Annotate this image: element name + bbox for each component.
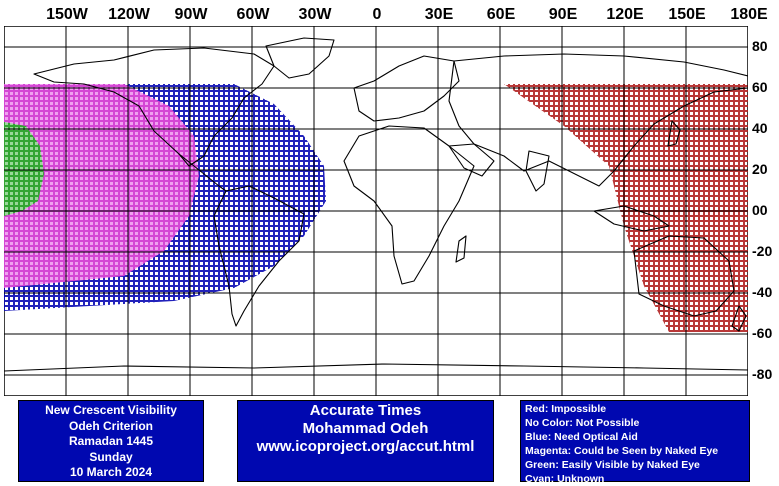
info-line: Sunday bbox=[89, 449, 133, 464]
lon-label: 30W bbox=[298, 6, 332, 23]
legend-line: Red: Impossible bbox=[525, 403, 607, 415]
credit-panel: Accurate Times Mohammad Odeh www.icoproj… bbox=[237, 400, 494, 482]
info-panel: New Crescent Visibility Odeh Criterion R… bbox=[18, 400, 204, 482]
zone-red bbox=[504, 84, 748, 332]
info-line: New Crescent Visibility bbox=[45, 403, 177, 417]
lon-label: 60E bbox=[486, 6, 516, 23]
world-map bbox=[4, 26, 748, 396]
indonesia bbox=[593, 205, 670, 232]
lon-label: 120W bbox=[108, 6, 150, 23]
graticule bbox=[4, 26, 748, 396]
lat-label: -40 bbox=[752, 284, 773, 300]
north-america bbox=[33, 47, 275, 167]
legend-line: Green: Easily Visible by Naked Eye bbox=[525, 459, 700, 471]
antarctica bbox=[4, 363, 748, 372]
credit-line: Accurate Times bbox=[309, 402, 422, 419]
zone-magenta bbox=[4, 84, 199, 288]
lat-label: -60 bbox=[752, 325, 773, 341]
greenland bbox=[265, 37, 335, 79]
lat-label: -80 bbox=[752, 366, 773, 382]
lat-label: 20 bbox=[752, 161, 768, 177]
south-america bbox=[213, 185, 305, 327]
lon-label: 90E bbox=[548, 6, 578, 23]
legend-line: Magenta: Could be Seen by Naked Eye bbox=[525, 445, 719, 457]
lon-label: 30E bbox=[424, 6, 454, 23]
legend-panel: Red: Impossible No Color: Not Possible B… bbox=[520, 400, 750, 485]
madagascar bbox=[455, 235, 467, 263]
info-line: Odeh Criterion bbox=[68, 418, 153, 433]
legend-line: No Color: Not Possible bbox=[525, 417, 640, 429]
lat-label: 80 bbox=[752, 38, 768, 54]
arabia bbox=[448, 143, 495, 177]
india bbox=[525, 150, 550, 192]
europe bbox=[353, 55, 460, 122]
australia bbox=[633, 235, 735, 317]
lon-label: 90W bbox=[174, 6, 208, 23]
credit-line: Mohammad Odeh bbox=[302, 420, 429, 437]
zone-green bbox=[4, 122, 44, 216]
lon-label: 150W bbox=[46, 6, 88, 23]
new-zealand bbox=[731, 305, 747, 332]
lon-label: 60W bbox=[236, 6, 270, 23]
lat-label: 40 bbox=[752, 120, 768, 136]
japan bbox=[667, 120, 681, 147]
legend-line: Cyan: Unknown bbox=[525, 473, 605, 485]
legend-line: Blue: Need Optical Aid bbox=[525, 431, 638, 443]
coastlines bbox=[4, 37, 748, 372]
asia bbox=[448, 53, 748, 187]
info-line: 10 March 2024 bbox=[69, 465, 153, 479]
lon-label: 150E bbox=[668, 6, 706, 23]
africa bbox=[343, 125, 475, 285]
lon-label: 0 bbox=[372, 6, 382, 23]
lat-label: -20 bbox=[752, 243, 773, 259]
central-america bbox=[178, 153, 227, 192]
lon-label: 180E bbox=[730, 6, 768, 23]
info-line: Ramadan 1445 bbox=[68, 434, 154, 448]
lon-label: 120E bbox=[606, 6, 644, 23]
credit-url[interactable]: www.icoproject.org/accut.html bbox=[256, 438, 475, 455]
lat-label: 00 bbox=[752, 202, 768, 218]
lat-label: 60 bbox=[752, 79, 768, 95]
